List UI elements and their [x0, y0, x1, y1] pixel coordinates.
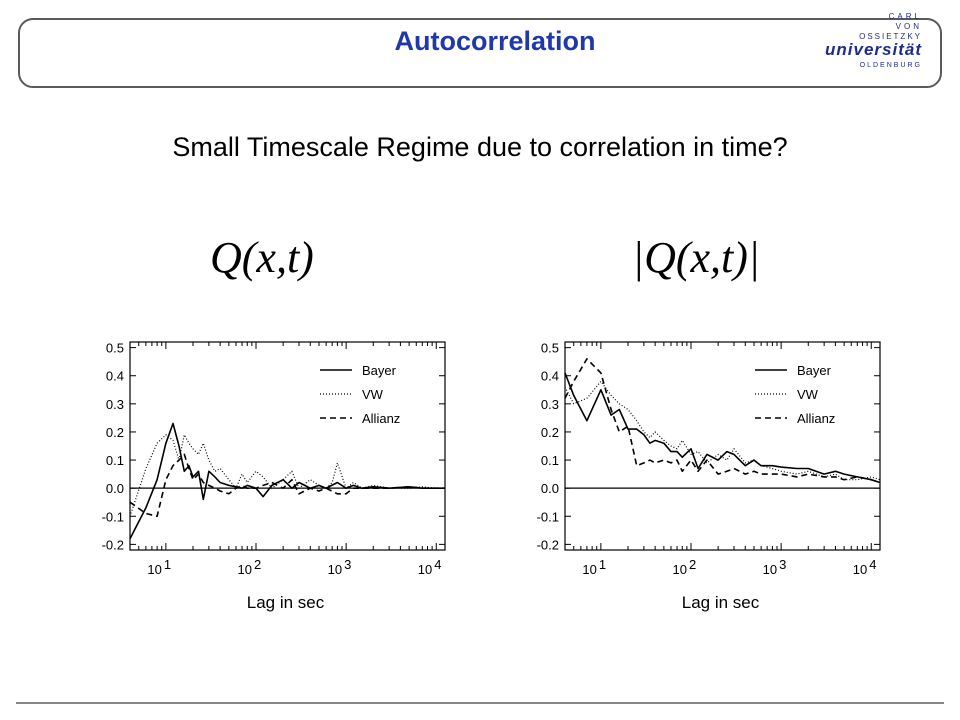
series-line-bayer: [564, 372, 881, 484]
y-tick-label: 0.2: [106, 425, 124, 440]
plot-frame: [564, 341, 881, 551]
formula-right: |Q(x,t)|: [632, 233, 761, 282]
legend-label-bayer: Bayer: [362, 363, 397, 378]
chart-autocorrelation: -0.2-0.10.00.10.20.30.40.510 1 10 2 10 3 10 4La…: [102, 341, 446, 612]
legend-label-bayer: Bayer: [797, 363, 832, 378]
series-line-allianz: [129, 453, 445, 518]
legend-label-vw: VW: [362, 387, 384, 402]
legend-label-allianz: Allianz: [797, 411, 835, 426]
plot-frame: [129, 341, 446, 551]
logo-line-5: OLDENBURG: [859, 62, 922, 69]
y-tick-label: 0.5: [106, 341, 124, 356]
bottom-divider: [16, 702, 944, 704]
y-tick-label: 0.4: [106, 369, 124, 384]
logo-line-3: OSSIETZKY: [859, 32, 922, 41]
x-tick-label-exponent: 1: [164, 557, 171, 572]
slide-subtitle: Small Timescale Regime due to correlatio…: [172, 132, 788, 162]
y-tick-label: 0.0: [541, 481, 559, 496]
y-tick-label: -0.2: [537, 537, 559, 552]
x-tick-label-base: 10: [853, 562, 867, 577]
y-tick-label: -0.2: [102, 537, 124, 552]
x-tick-label-exponent: 4: [869, 557, 876, 572]
x-tick-label-exponent: 2: [254, 557, 261, 572]
y-tick-label: 0.5: [541, 341, 559, 356]
y-tick-label: 0.4: [541, 369, 559, 384]
x-tick-label-base: 10: [673, 562, 687, 577]
logo-line-4: universität: [825, 40, 922, 59]
y-tick-label: -0.1: [537, 509, 559, 524]
x-tick-label-exponent: 1: [599, 557, 606, 572]
y-tick-label: 0.1: [106, 453, 124, 468]
y-tick-label: 0.3: [106, 397, 124, 412]
y-tick-label: 0.3: [541, 397, 559, 412]
logo-line-2: VON: [895, 22, 922, 31]
legend-label-vw: VW: [797, 387, 819, 402]
university-logo: CARL VON OSSIETZKY universität OLDENBURG: [825, 0, 930, 70]
x-tick-label-exponent: 2: [689, 557, 696, 572]
y-tick-label: 0.2: [541, 425, 559, 440]
x-tick-label-base: 10: [418, 562, 432, 577]
x-tick-label-base: 10: [147, 562, 161, 577]
title-bar-frame: [18, 18, 942, 88]
series-line-vw: [129, 434, 445, 517]
title-bar: [16, 16, 944, 90]
x-tick-label-exponent: 3: [779, 557, 786, 572]
series-line-bayer: [129, 422, 445, 540]
page-title: Autocorrelation: [394, 26, 596, 56]
x-tick-label-exponent: 4: [434, 557, 441, 572]
logo-line-1: CARL: [888, 12, 922, 21]
y-tick-label: 0.1: [541, 453, 559, 468]
x-tick-label-base: 10: [328, 562, 342, 577]
x-axis-label: Lag in sec: [682, 593, 760, 612]
x-axis-label: Lag in sec: [247, 593, 325, 612]
series-line-vw: [564, 380, 881, 481]
x-tick-label-base: 10: [582, 562, 596, 577]
legend-label-allianz: Allianz: [362, 411, 400, 426]
chart-abs-autocorrelation: -0.2-0.10.00.10.20.30.40.510 1 10 2 10 3 10 4La…: [537, 341, 881, 612]
x-tick-label-exponent: 3: [344, 557, 351, 572]
y-tick-label: -0.1: [102, 509, 124, 524]
x-tick-label-base: 10: [763, 562, 777, 577]
formula-left: Q(x,t): [210, 233, 314, 282]
x-tick-label-base: 10: [238, 562, 252, 577]
series-line-allianz: [564, 358, 881, 484]
y-tick-label: 0.0: [106, 481, 124, 496]
